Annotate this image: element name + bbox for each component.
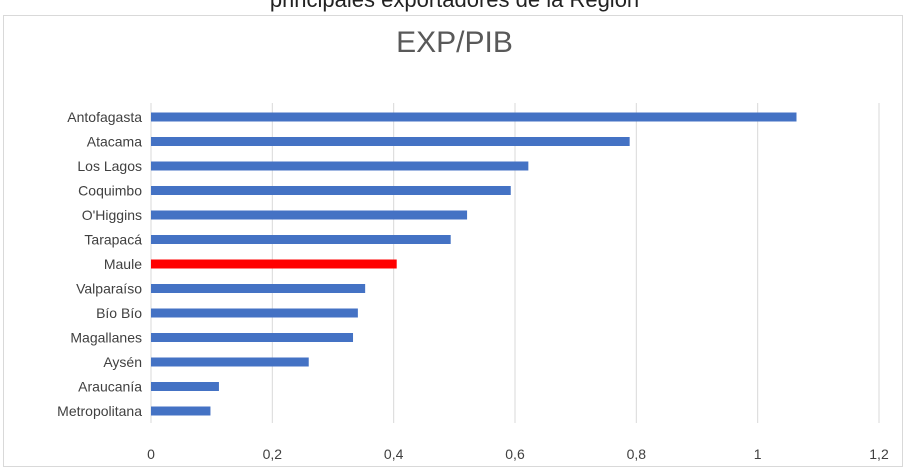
category-label: Antofagasta xyxy=(67,109,142,125)
category-label: Magallanes xyxy=(70,330,142,346)
category-label: Araucanía xyxy=(78,379,142,395)
bar-valpara-so xyxy=(151,284,366,293)
top-caption-text: principales exportadores de la Región xyxy=(0,0,909,13)
bar-metropolitana xyxy=(151,406,211,416)
top-caption: principales exportadores de la Región xyxy=(0,0,909,18)
bar-maule xyxy=(151,259,397,269)
bar-atacama xyxy=(151,137,630,146)
category-label: Atacama xyxy=(87,134,142,150)
chart-title: EXP/PIB xyxy=(396,26,513,59)
bars xyxy=(151,112,797,416)
category-label: Tarapacá xyxy=(84,232,142,248)
x-tick-label: 0,4 xyxy=(384,446,404,462)
bar-b-o-b-o xyxy=(151,308,358,318)
category-label: Los Lagos xyxy=(77,158,142,174)
x-tick-label: 0,6 xyxy=(505,446,525,462)
bar-araucan-a xyxy=(151,382,219,391)
category-label: Aysén xyxy=(103,354,142,370)
bar-ays-n xyxy=(151,357,309,367)
bar-o-higgins xyxy=(151,210,468,220)
category-label: Bío Bío xyxy=(96,305,142,321)
category-labels: Antofagasta Atacama Los Lagos Coquimbo O'Hig… xyxy=(57,109,142,419)
category-label: Valparaíso xyxy=(76,281,142,297)
category-label: Coquimbo xyxy=(78,183,142,199)
bar-magallanes xyxy=(151,333,354,342)
bar-los-lagos xyxy=(151,161,529,171)
x-tick-label: 0,8 xyxy=(627,446,647,462)
category-label: O'Higgins xyxy=(82,207,142,223)
bar-tarapac- xyxy=(151,235,451,244)
category-label: Metropolitana xyxy=(57,403,142,419)
bar-coquimbo xyxy=(151,186,511,195)
x-tick-label: 0 xyxy=(147,446,155,462)
category-label: Maule xyxy=(104,256,142,272)
bar-antofagasta xyxy=(151,112,797,122)
grid-lines xyxy=(150,103,880,423)
x-tick-label: 1,2 xyxy=(869,446,889,462)
x-tick-label: 1 xyxy=(754,446,762,462)
x-tick-label: 0,2 xyxy=(263,446,283,462)
tick-labels: 0 0,2 0,4 0,6 0,8 1 1,2 xyxy=(147,446,889,462)
